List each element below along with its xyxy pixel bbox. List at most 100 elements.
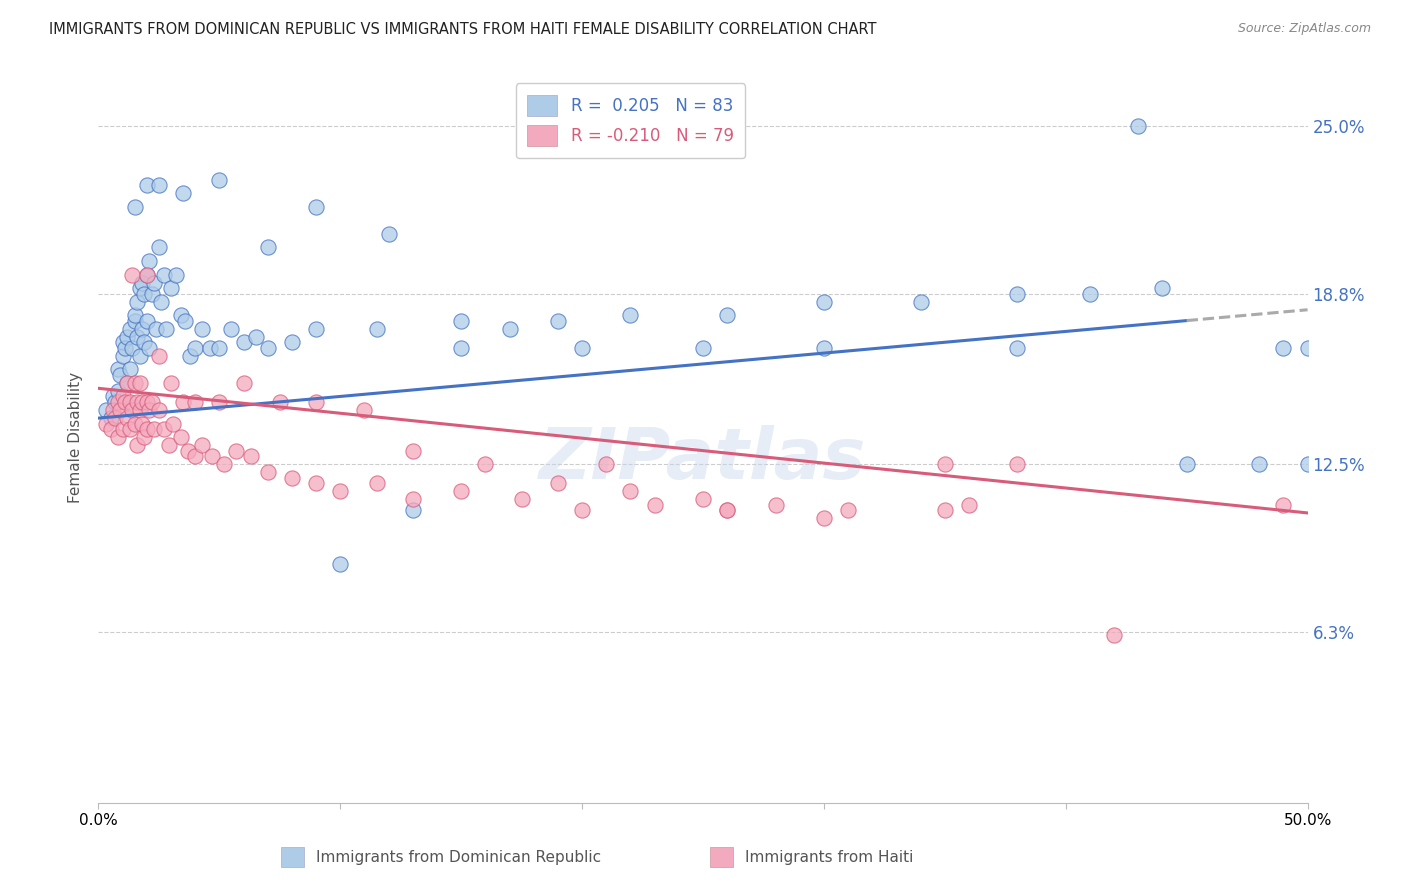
Point	[117, 330, 139, 344]
Point	[201, 449, 224, 463]
Point	[765, 498, 787, 512]
Point	[157, 438, 180, 452]
Point	[107, 395, 129, 409]
Point	[124, 200, 146, 214]
Point	[148, 240, 170, 254]
Point	[121, 268, 143, 282]
Point	[1296, 341, 1319, 355]
Point	[160, 281, 183, 295]
Point	[510, 492, 533, 507]
Point	[212, 457, 235, 471]
Point	[619, 308, 641, 322]
Point	[124, 313, 146, 327]
Point	[138, 403, 160, 417]
Point	[1296, 457, 1319, 471]
Point	[162, 417, 184, 431]
Point	[135, 313, 157, 327]
Text: Immigrants from Dominican Republic: Immigrants from Dominican Republic	[316, 850, 602, 864]
Point	[179, 349, 201, 363]
Point	[131, 322, 153, 336]
Point	[232, 335, 254, 350]
Point	[177, 443, 200, 458]
Text: ZIPatlas: ZIPatlas	[540, 425, 866, 493]
Point	[1007, 286, 1029, 301]
Point	[474, 457, 496, 471]
Point	[837, 503, 859, 517]
Point	[245, 330, 267, 344]
Point	[619, 484, 641, 499]
Point	[716, 503, 738, 517]
Point	[1272, 341, 1295, 355]
Point	[118, 362, 141, 376]
Point	[150, 294, 173, 309]
Point	[118, 395, 141, 409]
Text: IMMIGRANTS FROM DOMINICAN REPUBLIC VS IMMIGRANTS FROM HAITI FEMALE DISABILITY CO: IMMIGRANTS FROM DOMINICAN REPUBLIC VS IM…	[49, 22, 877, 37]
Point	[148, 349, 170, 363]
Point	[165, 268, 187, 282]
Point	[353, 403, 375, 417]
Point	[225, 443, 247, 458]
Point	[305, 322, 328, 336]
Point	[128, 376, 150, 390]
Point	[281, 335, 304, 350]
Point	[117, 376, 139, 390]
Point	[155, 322, 177, 336]
Point	[239, 449, 262, 463]
Point	[329, 558, 352, 572]
Point	[184, 449, 207, 463]
Point	[131, 395, 153, 409]
Y-axis label: Female Disability: Female Disability	[67, 371, 83, 503]
Point	[221, 322, 243, 336]
Point	[100, 411, 122, 425]
Point	[402, 443, 425, 458]
Point	[716, 308, 738, 322]
Point	[169, 430, 191, 444]
Point	[111, 389, 134, 403]
Point	[184, 341, 207, 355]
Point	[124, 417, 146, 431]
Point	[934, 503, 956, 517]
Point	[1007, 457, 1029, 471]
Point	[957, 498, 980, 512]
Point	[128, 349, 150, 363]
Point	[1249, 457, 1271, 471]
Point	[134, 335, 156, 350]
Point	[172, 186, 194, 201]
Point	[143, 422, 166, 436]
Point	[191, 438, 214, 452]
Point	[127, 294, 149, 309]
Point	[232, 376, 254, 390]
Point	[716, 503, 738, 517]
Point	[184, 395, 207, 409]
Point	[1272, 498, 1295, 512]
Point	[571, 341, 593, 355]
Point	[547, 313, 569, 327]
Point	[692, 341, 714, 355]
Point	[377, 227, 399, 241]
Point	[191, 322, 214, 336]
Point	[94, 417, 117, 431]
Point	[141, 395, 163, 409]
Point	[934, 457, 956, 471]
Point	[269, 395, 291, 409]
Text: Immigrants from Haiti: Immigrants from Haiti	[745, 850, 914, 864]
Point	[124, 308, 146, 322]
Point	[813, 294, 835, 309]
Point	[108, 368, 131, 382]
Point	[910, 294, 932, 309]
Point	[169, 308, 191, 322]
Point	[148, 403, 170, 417]
Point	[101, 389, 124, 403]
Point	[208, 341, 231, 355]
Text: Source: ZipAtlas.com: Source: ZipAtlas.com	[1237, 22, 1371, 36]
Point	[160, 376, 183, 390]
Point	[131, 276, 153, 290]
Point	[117, 376, 139, 390]
Point	[281, 471, 304, 485]
Point	[366, 322, 388, 336]
Point	[111, 349, 134, 363]
Point	[127, 438, 149, 452]
Point	[1128, 119, 1150, 133]
Point	[450, 484, 472, 499]
Point	[128, 281, 150, 295]
